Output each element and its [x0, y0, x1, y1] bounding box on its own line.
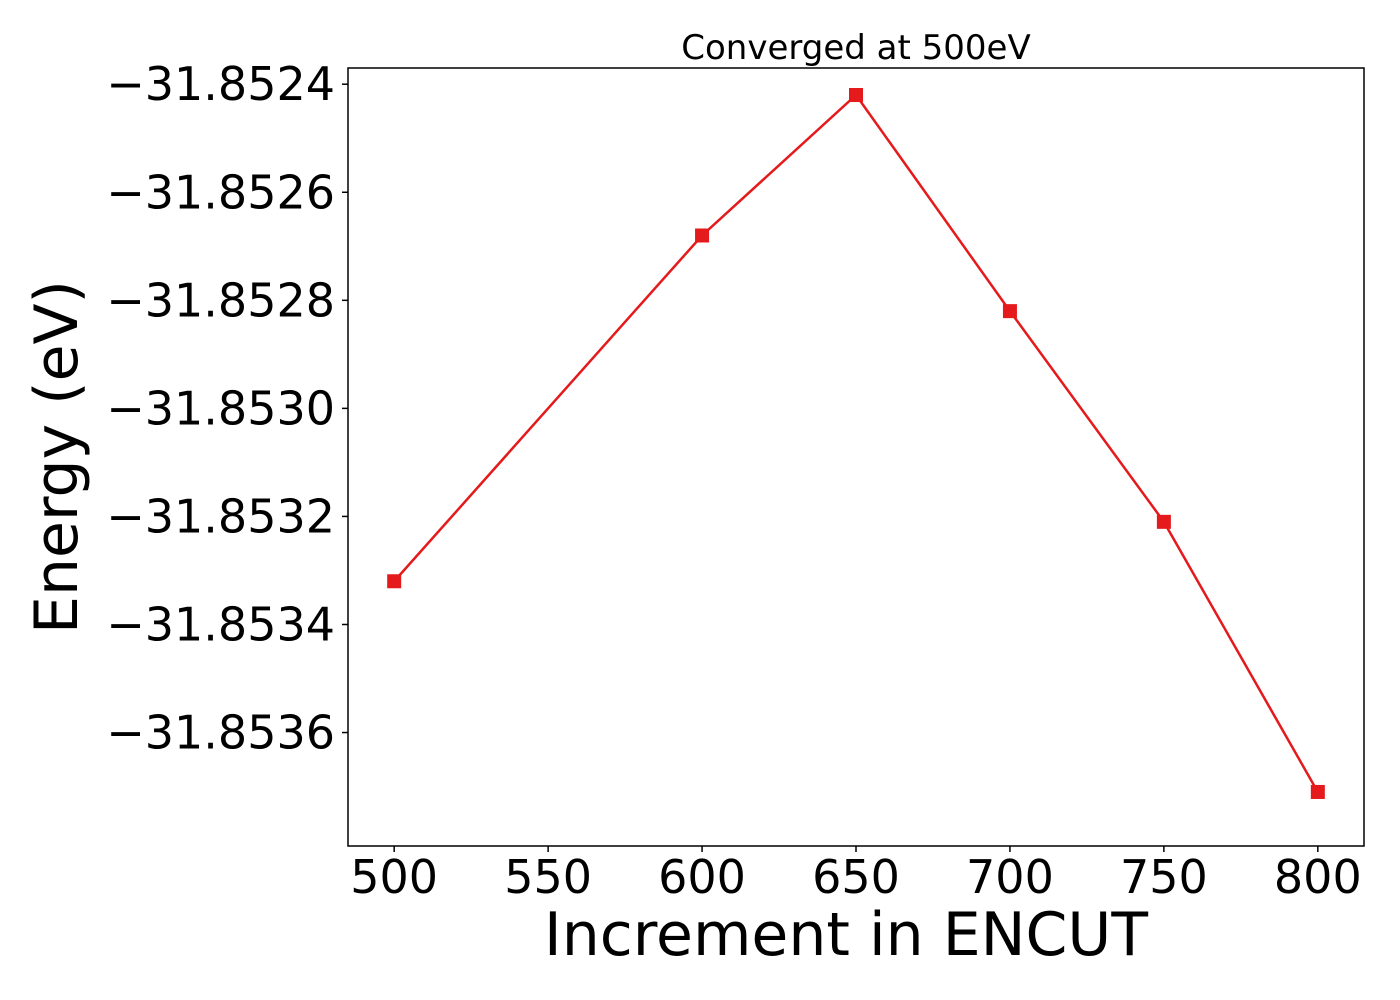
- data-point-marker: [695, 228, 710, 243]
- axes-frame: [347, 67, 1365, 847]
- x-tick-label: 700: [966, 850, 1054, 904]
- y-axis-label: Energy (eV): [22, 280, 92, 634]
- x-axis-label: Increment in ENCUT: [544, 900, 1148, 970]
- y-tick-label: −31.8536: [106, 706, 335, 760]
- chart-title: Converged at 500eV: [681, 28, 1030, 68]
- y-tick-label: −31.8528: [106, 273, 335, 327]
- x-tick-label: 600: [658, 850, 746, 904]
- x-tick-label: 500: [350, 850, 438, 904]
- series-line: [393, 93, 1319, 793]
- data-point-marker: [849, 88, 863, 103]
- y-axis-ticks: −31.8524 −31.8526 −31.8528 −31.8530 −31.8532…: [106, 57, 348, 760]
- y-tick-label: −31.8530: [106, 381, 335, 435]
- x-tick-label: 650: [812, 850, 900, 904]
- x-tick-label: 550: [504, 850, 592, 904]
- y-tick-label: −31.8532: [106, 489, 335, 543]
- y-tick-label: −31.8526: [106, 165, 335, 219]
- data-point-marker: [1156, 514, 1171, 529]
- x-tick-label: 750: [1120, 850, 1208, 904]
- data-point-marker: [1002, 304, 1017, 319]
- plot-area: [387, 88, 1325, 799]
- data-point-marker: [387, 574, 402, 589]
- y-tick-label: −31.8534: [106, 597, 335, 651]
- x-tick-label: 800: [1274, 850, 1362, 904]
- x-axis-ticks: 500 550 600 650 700 750 800: [350, 846, 1362, 904]
- y-tick-label: −31.8524: [106, 57, 335, 111]
- data-point-marker: [1310, 784, 1325, 799]
